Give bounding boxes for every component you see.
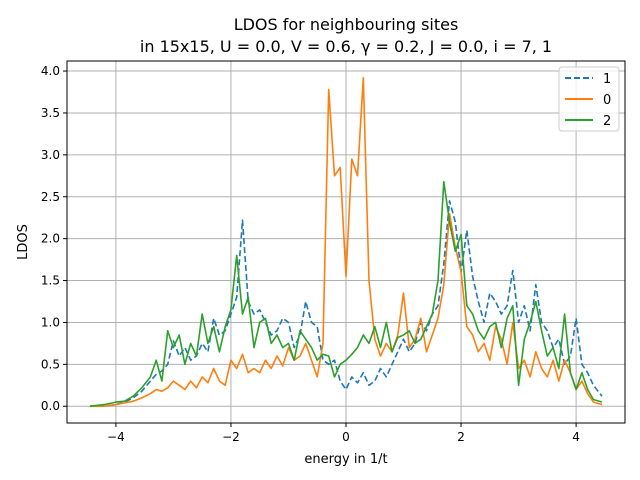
tick-layer: −4 −2 0 2 4 0.0 0.5 1.0 1.5 2.0 2.5 3.0 3.5 4.0 (41, 64, 580, 444)
x-tick-label: −4 (107, 430, 125, 444)
series-layer (89, 77, 603, 408)
chart-title-line1: LDOS for neighbouring sites (234, 15, 459, 34)
y-tick-label: 2.0 (41, 232, 60, 246)
y-tick-label: 2.5 (41, 190, 60, 204)
x-tick-label: 4 (572, 430, 580, 444)
x-tick-label: 2 (457, 430, 465, 444)
legend-label-2: 2 (603, 114, 611, 129)
series-line-0 (90, 77, 603, 408)
y-tick-label: 1.5 (41, 274, 60, 288)
legend: 1 0 2 (558, 66, 620, 132)
y-tick-label: 3.0 (41, 148, 60, 162)
y-tick-label: 0.0 (41, 399, 60, 413)
series-line-2 (89, 180, 603, 407)
x-axis-label: energy in 1/t (304, 452, 387, 467)
legend-label-1: 1 (603, 72, 611, 87)
y-tick-label: 1.0 (41, 315, 60, 329)
y-tick-label: 4.0 (41, 64, 60, 78)
grid-layer (67, 61, 625, 423)
chart-title-line2: in 15x15, U = 0.0, V = 0.6, γ = 0.2, J =… (140, 37, 552, 56)
x-tick-label: −2 (222, 430, 240, 444)
y-tick-label: 0.5 (41, 357, 60, 371)
y-axis-label: LDOS (16, 224, 31, 260)
x-tick-label: 0 (342, 430, 350, 444)
legend-label-0: 0 (603, 93, 611, 108)
y-tick-label: 3.5 (41, 106, 60, 120)
